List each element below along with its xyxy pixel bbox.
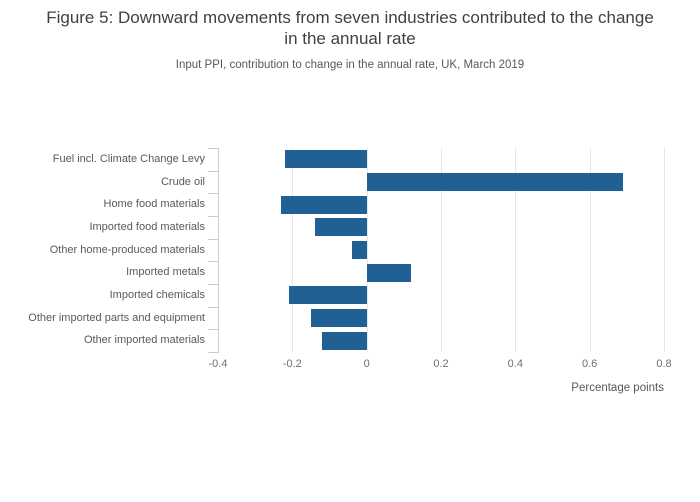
bar bbox=[281, 195, 367, 214]
x-axis-title: Percentage points bbox=[571, 382, 664, 394]
x-tick-label: 0.6 bbox=[582, 358, 598, 370]
y-axis-tick bbox=[208, 238, 218, 240]
bar bbox=[284, 150, 367, 169]
gridline bbox=[589, 148, 591, 352]
bar bbox=[288, 286, 367, 305]
y-axis-tick bbox=[208, 170, 218, 172]
gridline bbox=[292, 148, 294, 352]
y-axis-tick bbox=[208, 193, 218, 195]
category-label: Fuel incl. Climate Change Levy bbox=[52, 152, 205, 165]
y-axis-tick bbox=[208, 148, 218, 149]
y-axis-tick bbox=[208, 306, 218, 308]
gridline bbox=[515, 148, 517, 352]
category-label: Other imported materials bbox=[83, 334, 205, 347]
x-tick-label: 0.8 bbox=[656, 358, 672, 370]
y-axis-tick bbox=[208, 329, 218, 331]
y-axis-tick bbox=[208, 261, 218, 263]
x-tick-label: -0.4 bbox=[208, 358, 228, 370]
y-axis-tick bbox=[208, 352, 218, 353]
bar bbox=[366, 173, 624, 191]
y-axis-tick bbox=[208, 216, 218, 217]
gridline bbox=[664, 148, 665, 352]
category-label: Other imported parts and equipment bbox=[28, 311, 205, 324]
bar bbox=[366, 263, 412, 282]
category-label: Home food materials bbox=[103, 198, 206, 211]
category-label: Imported chemicals bbox=[109, 288, 205, 301]
bar bbox=[310, 309, 367, 327]
gridline bbox=[441, 148, 442, 352]
x-tick-label: 0 bbox=[363, 358, 370, 370]
category-label: Other home-produced materials bbox=[49, 243, 205, 256]
category-label: Imported food materials bbox=[89, 220, 205, 233]
chart-title: Figure 5: Downward movements from seven … bbox=[46, 8, 654, 48]
category-label: Crude oil bbox=[160, 175, 205, 188]
bar bbox=[314, 218, 367, 237]
x-tick-label: 0.2 bbox=[433, 358, 449, 370]
x-tick-label: 0.4 bbox=[507, 358, 523, 370]
bar bbox=[322, 331, 367, 350]
y-axis-tick bbox=[208, 284, 218, 285]
gridline bbox=[366, 148, 368, 352]
category-label: Imported metals bbox=[126, 266, 205, 279]
y-axis-line bbox=[218, 148, 219, 353]
chart-subtitle: Input PPI, contribution to change in the… bbox=[175, 59, 525, 71]
bar bbox=[351, 241, 367, 259]
x-tick-label: -0.2 bbox=[282, 358, 302, 370]
